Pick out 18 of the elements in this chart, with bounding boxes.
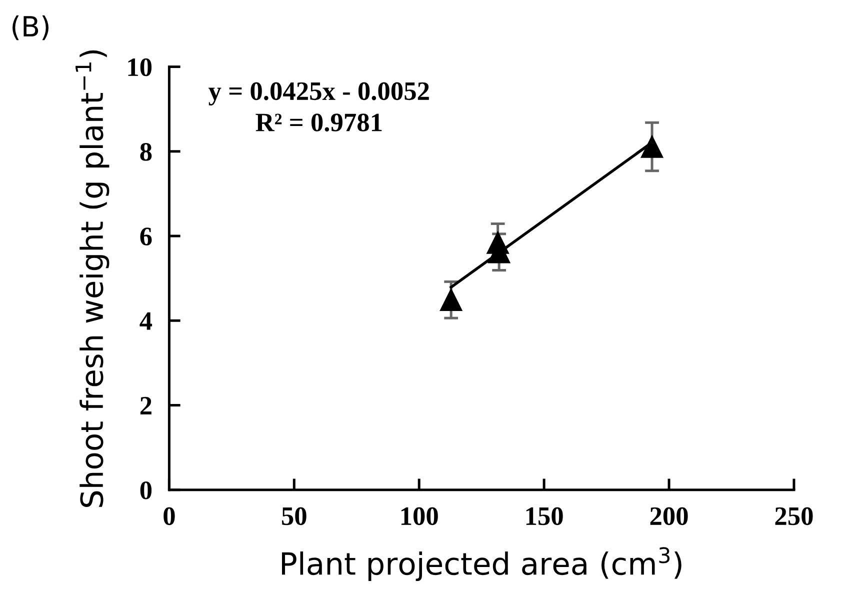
x-axis-title: Plant projected area (cm$^{3}$) (282, 547, 682, 582)
x-tick-label: 0 (164, 507, 175, 526)
y-tick-label: 10 (128, 58, 152, 76)
x-tick-label: 200 (650, 507, 688, 526)
x-tick-label: 50 (282, 507, 306, 526)
point (640, 136, 664, 158)
y-tick-label: 6 (140, 228, 152, 246)
x-tick-label: 100 (401, 507, 438, 526)
y-tick-label: 0 (140, 481, 152, 500)
y-tick-label: 8 (140, 142, 152, 161)
x-tick-label: 150 (526, 507, 563, 526)
point (440, 288, 462, 311)
y-tick-label: 4 (140, 312, 152, 330)
x-tick-label: 250 (775, 507, 813, 526)
y-axis-title: Shoot fresh weight (g plant$^{−1}$) (76, 50, 110, 507)
text: (B) (12, 15, 48, 40)
annotation: y = 0.0425x - 0.0052 R² = 0.9781 (208, 82, 429, 132)
y-tick-label: 2 (140, 396, 152, 414)
